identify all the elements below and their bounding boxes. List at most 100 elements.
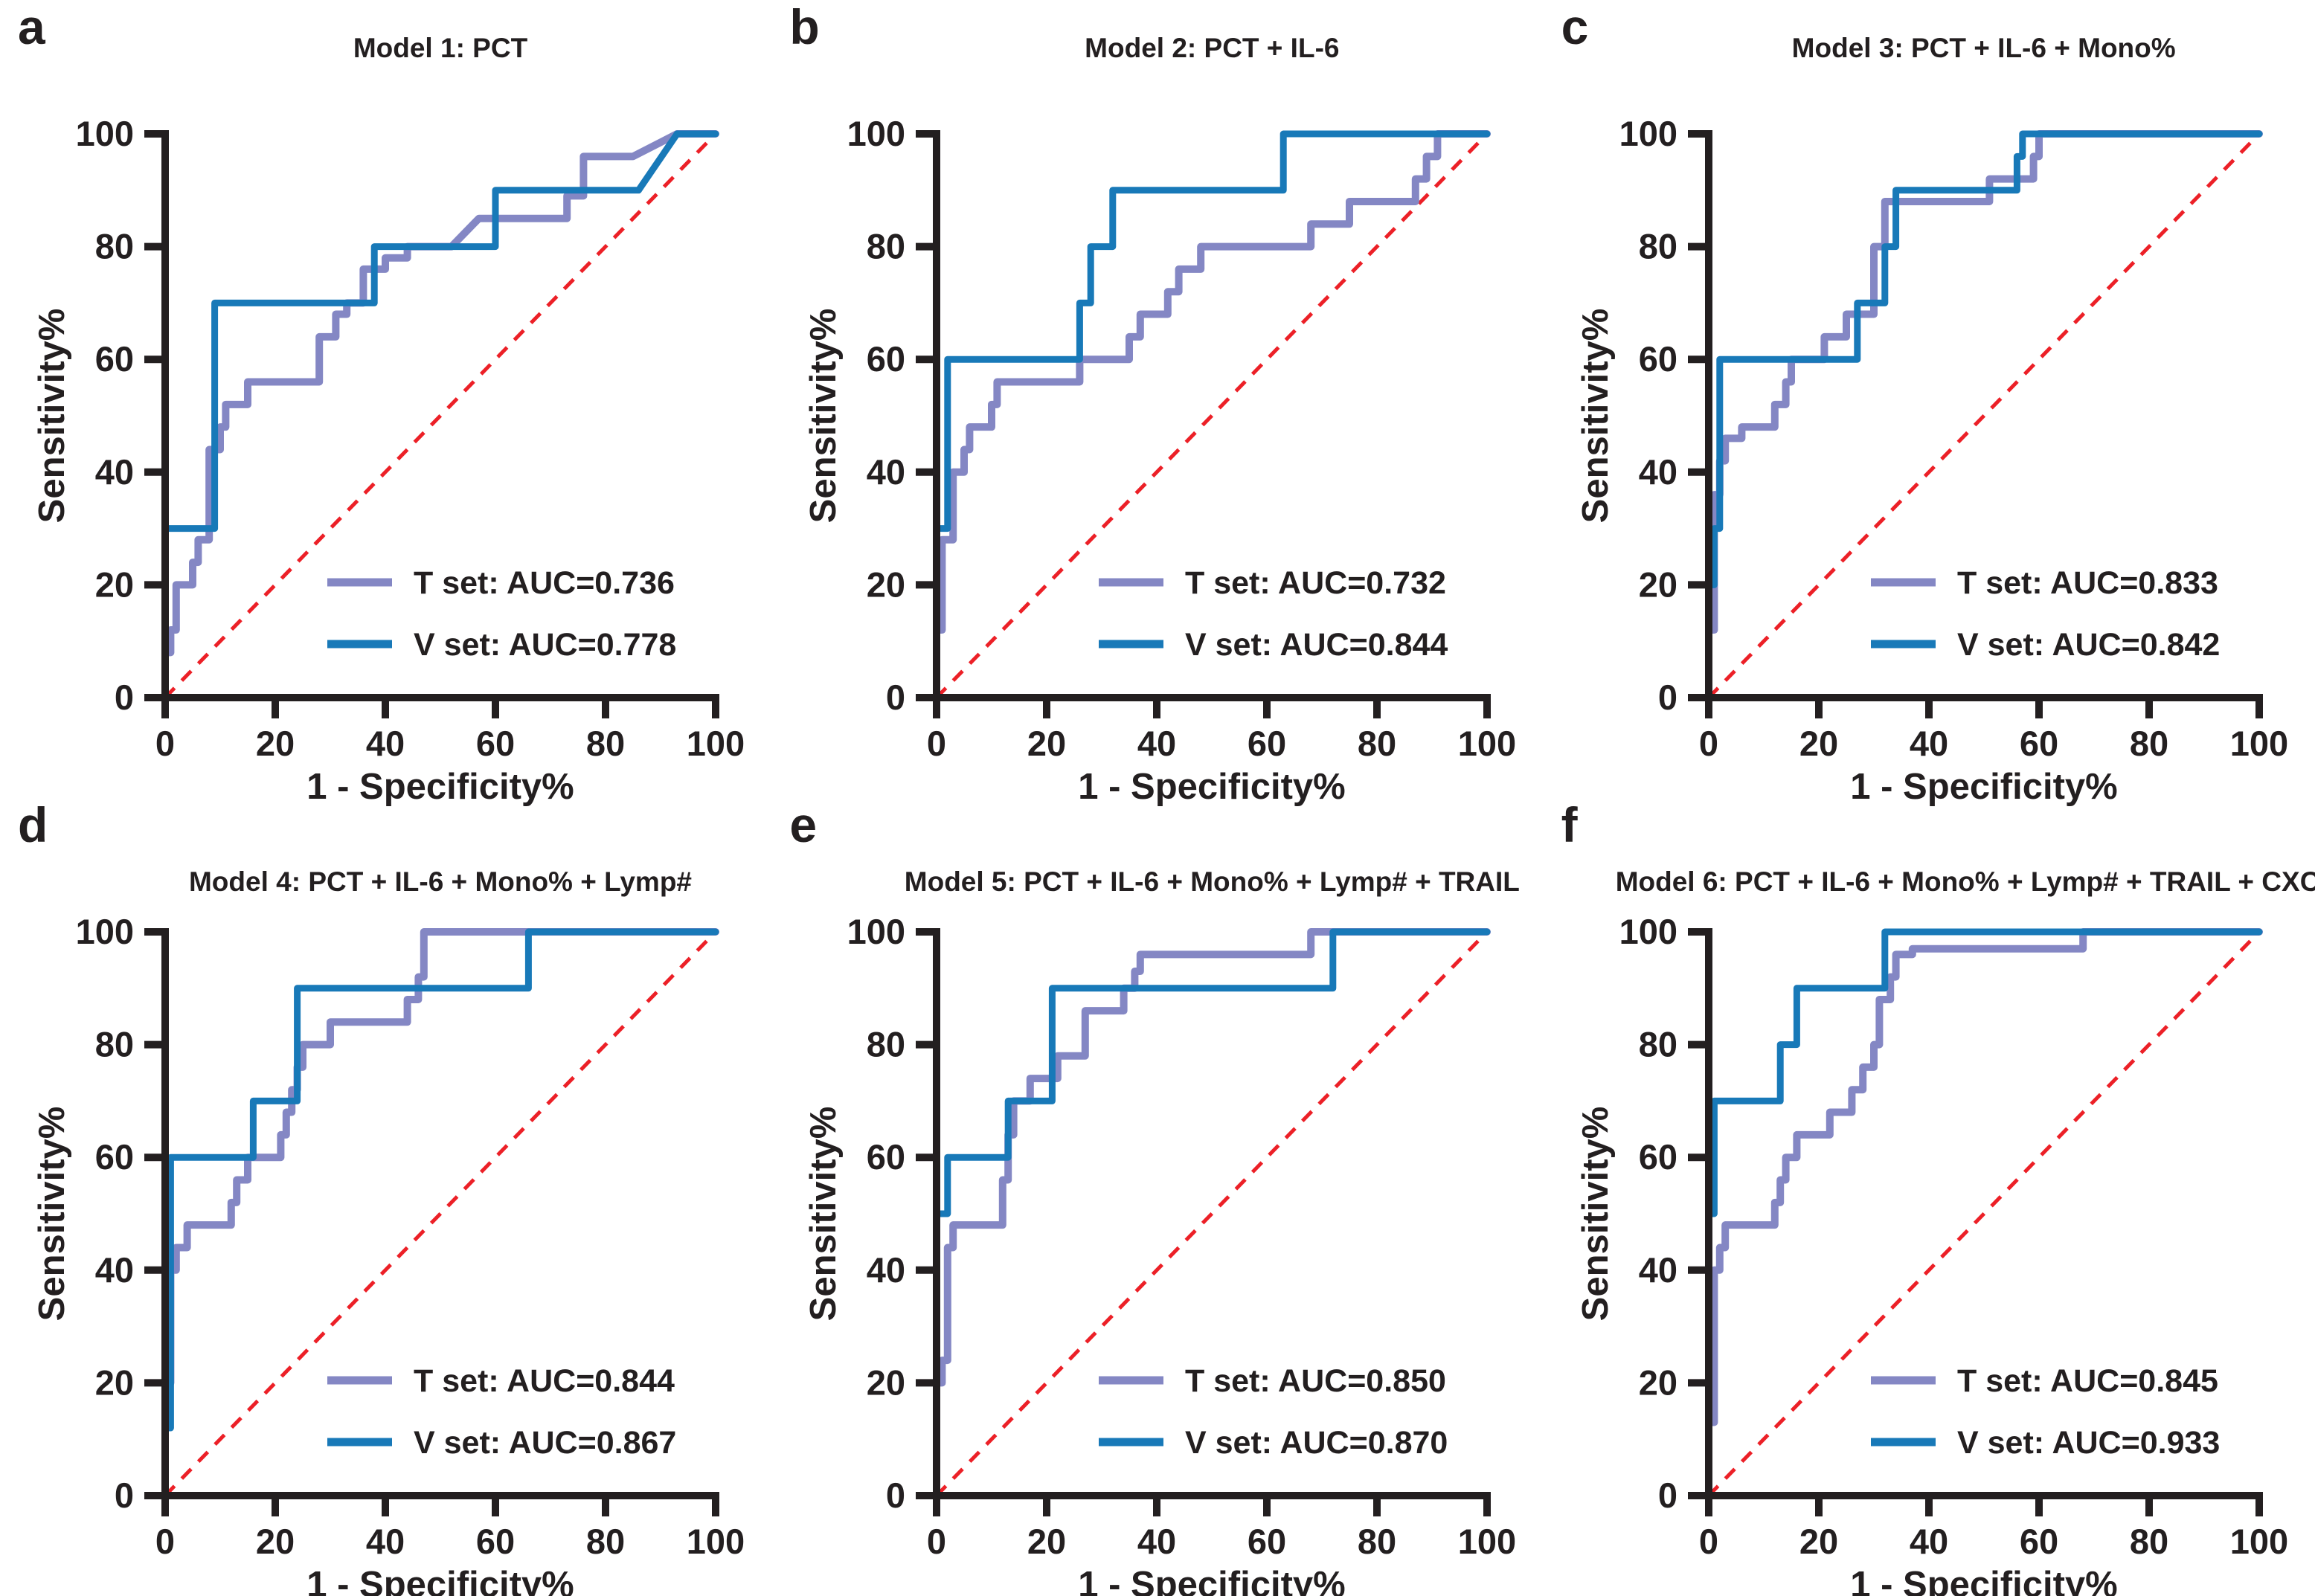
y-tick-label: 20 — [95, 564, 134, 604]
y-tick-label: 40 — [867, 452, 905, 492]
panel-title-e: Model 5: PCT + IL-6 + Mono% + Lymp# + TR… — [904, 866, 1520, 897]
legend-label-t-set: T set: AUC=0.732 — [1185, 565, 1446, 601]
y-tick-label: 100 — [76, 912, 134, 951]
roc-plot-b: 00 20 20 40 40 60 60 80 80 100 100 1 - Specificity%… — [803, 114, 1516, 807]
legend-label-v-set: V set: AUC=0.844 — [1185, 627, 1448, 663]
chance-diagonal-line — [935, 930, 1489, 1497]
y-tick-label: 60 — [867, 1137, 905, 1177]
y-tick-label: 60 — [867, 339, 905, 379]
panel-a: a Model 1: PCT 0 0 20 20 40 40 60 60 80 80 100 100 1… — [0, 0, 771, 807]
x-tick-label: 80 — [586, 1522, 625, 1561]
y-tick-label: 100 — [76, 114, 134, 153]
y-axis-title: Sensitivity% — [1576, 309, 1616, 524]
y-tick-label: 100 — [1619, 114, 1677, 153]
x-tick-label: 60 — [476, 724, 515, 763]
x-tick-label: 40 — [1137, 724, 1176, 763]
x-tick-label: 60 — [1248, 724, 1286, 763]
y-tick-label: 0 — [1658, 1476, 1677, 1515]
x-tick-label: 40 — [1910, 1522, 1948, 1561]
y-tick-label: 60 — [95, 339, 134, 379]
x-axis-title: 1 - Specificity% — [1850, 1565, 2117, 1596]
panel-letter-a: a — [18, 0, 45, 54]
panel-c: c Model 3: PCT + IL-6 + Mono% 0 0 20 20 40 40… — [1544, 0, 2315, 807]
x-tick-label: 80 — [1358, 1522, 1396, 1561]
y-tick-label: 80 — [1638, 1025, 1677, 1064]
x-tick-label: 100 — [1458, 724, 1516, 763]
x-tick-label: 0 — [155, 724, 175, 763]
x-tick-label: 40 — [1137, 1522, 1176, 1561]
x-tick-label: 80 — [586, 724, 625, 763]
legend-label-t-set: T set: AUC=0.736 — [414, 565, 675, 601]
legend-label-t-set: T set: AUC=0.850 — [1185, 1363, 1446, 1399]
roc-curve-t-set — [161, 130, 719, 701]
x-tick-label: 0 — [927, 724, 946, 763]
roc-curve-v-set — [933, 928, 1491, 1499]
x-tick-label: 100 — [1458, 1522, 1516, 1561]
y-tick-label: 40 — [95, 1250, 134, 1290]
roc-plot-a: 00 20 20 40 40 60 60 80 80 100 100 1 - Specificity%… — [32, 114, 745, 807]
y-tick-label: 0 — [115, 1476, 134, 1515]
x-axis-title: 1 - Specificity% — [306, 1565, 574, 1596]
roc-curve-t-set — [1704, 928, 2263, 1499]
legend-label-v-set: V set: AUC=0.867 — [414, 1425, 676, 1461]
y-axis-title: Sensitivity% — [32, 309, 72, 524]
panel-e: e Model 5: PCT + IL-6 + Mono% + Lymp# + … — [771, 798, 1543, 1596]
y-tick-label: 60 — [1638, 1137, 1677, 1177]
panel-f: f Model 6: PCT + IL-6 + Mono% + Lymp# + … — [1544, 798, 2315, 1596]
panel-title-c: Model 3: PCT + IL-6 + Mono% — [1791, 33, 2176, 63]
legend-label-v-set: V set: AUC=0.842 — [1957, 627, 2220, 663]
y-tick-label: 0 — [886, 1476, 905, 1515]
y-tick-label: 60 — [1638, 339, 1677, 379]
y-tick-label: 100 — [847, 912, 905, 951]
y-tick-label: 20 — [867, 564, 905, 604]
x-tick-label: 40 — [366, 724, 405, 763]
x-tick-label: 100 — [2229, 724, 2287, 763]
chance-diagonal-line — [1706, 930, 2261, 1497]
roc-plot-c: 00 20 20 40 40 60 60 80 80 100 100 1 - Specificity%… — [1576, 114, 2288, 807]
x-tick-label: 20 — [1027, 724, 1066, 763]
roc-plot-d: 00 20 20 40 40 60 60 80 80 100 100 1 - Specificity%… — [32, 912, 745, 1596]
chance-diagonal-line — [935, 132, 1489, 699]
x-tick-label: 20 — [256, 1522, 295, 1561]
roc-plot-f: 00 20 20 40 40 60 60 80 80 100 100 1 - Specificity%… — [1576, 912, 2288, 1596]
x-tick-label: 60 — [2020, 724, 2058, 763]
y-tick-label: 40 — [95, 452, 134, 492]
y-tick-label: 20 — [95, 1362, 134, 1402]
roc-curve-v-set — [933, 130, 1491, 701]
x-tick-label: 20 — [256, 724, 295, 763]
panel-letter-c: c — [1561, 0, 1589, 54]
y-tick-label: 40 — [867, 1250, 905, 1290]
x-axis-title: 1 - Specificity% — [1850, 767, 2117, 807]
legend-label-t-set: T set: AUC=0.844 — [414, 1363, 675, 1399]
y-tick-label: 0 — [115, 678, 134, 717]
x-tick-label: 20 — [1799, 1522, 1838, 1561]
y-tick-label: 80 — [1638, 227, 1677, 266]
panel-letter-b: b — [789, 0, 820, 54]
x-tick-label: 20 — [1027, 1522, 1066, 1561]
x-tick-label: 60 — [2020, 1522, 2058, 1561]
roc-curve-t-set — [161, 928, 719, 1499]
roc-curve-v-set — [161, 130, 719, 701]
y-tick-label: 80 — [95, 1025, 134, 1064]
roc-curve-t-set — [933, 130, 1492, 701]
roc-curve-v-set — [1705, 130, 2263, 701]
panel-title-b: Model 2: PCT + IL-6 — [1085, 33, 1340, 63]
y-axis-title: Sensitivity% — [803, 309, 844, 524]
panel-title-a: Model 1: PCT — [353, 33, 528, 63]
x-tick-label: 100 — [2229, 1522, 2287, 1561]
panel-title-f: Model 6: PCT + IL-6 + Mono% + Lymp# + TR… — [1615, 866, 2315, 897]
legend-label-t-set: T set: AUC=0.833 — [1957, 565, 2218, 601]
y-tick-label: 60 — [95, 1137, 134, 1177]
x-tick-label: 0 — [1699, 724, 1718, 763]
x-tick-label: 40 — [366, 1522, 405, 1561]
chance-diagonal-line — [164, 930, 717, 1497]
y-tick-label: 80 — [867, 227, 905, 266]
y-tick-label: 80 — [95, 227, 134, 266]
x-tick-label: 100 — [687, 724, 745, 763]
y-tick-label: 100 — [847, 114, 905, 153]
legend-label-v-set: V set: AUC=0.933 — [1957, 1425, 2220, 1461]
x-axis-title: 1 - Specificity% — [1079, 767, 1346, 807]
panel-title-d: Model 4: PCT + IL-6 + Mono% + Lymp# — [188, 866, 693, 897]
